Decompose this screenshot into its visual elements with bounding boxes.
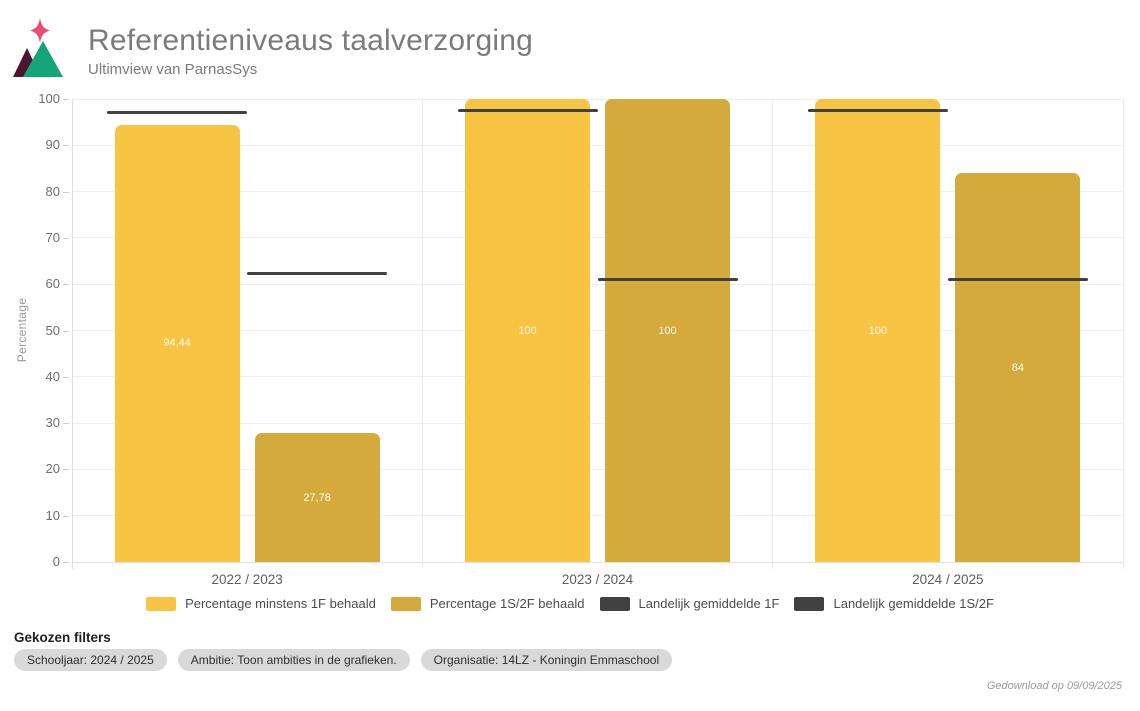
legend-item[interactable]: Percentage minstens 1F behaald [146,596,376,611]
y-tick-icon [63,284,69,286]
national-average-line [457,109,598,113]
parnassys-logo-icon [13,18,63,77]
y-tick-icon [63,237,69,239]
y-tick-label: 40 [45,368,60,384]
national-average-line [597,278,738,282]
y-gridline [72,237,1123,239]
y-tick-label: 100 [38,91,60,106]
legend-swatch-icon [390,596,421,611]
y-tick-label: 90 [45,137,60,153]
bar[interactable] [605,99,730,562]
y-gridline [72,468,1123,470]
y-gridline [72,515,1123,517]
bar[interactable] [815,99,941,562]
bar[interactable] [114,124,240,562]
bar-value-label: 100 [868,324,887,337]
y-tick-label: 20 [45,461,60,477]
page-subtitle: Ultimview van ParnasSys [88,61,258,78]
legend-label: Landelijk gemiddelde 1F [638,596,780,611]
y-gridline [72,191,1123,193]
filter-chip-schooljaar[interactable]: Schooljaar: 2024 / 2025 [14,649,167,671]
filter-chip-ambitie[interactable]: Ambitie: Toon ambities in de grafieken. [177,649,410,671]
y-tick-label: 0 [52,554,60,569]
y-tick-icon [63,469,69,471]
legend-label: Percentage minstens 1F behaald [185,596,376,611]
national-average-line [947,278,1088,282]
y-tick-icon [63,191,69,193]
bar-value-label: 100 [658,324,677,337]
y-tick-icon [63,562,69,563]
logo-star-shape [30,18,50,43]
bar[interactable] [254,433,380,562]
y-gridline [72,376,1123,378]
y-axis-line [71,99,73,569]
y-gridline [72,98,1123,100]
national-average-line [247,272,388,276]
y-tick-icon [63,423,69,425]
legend-item[interactable]: Percentage 1S/2F behaald [390,596,585,611]
x-gridline [1122,99,1124,569]
page-title: Referentieniveaus taalverzorging [88,24,533,57]
bar-value-label: 84 [1011,361,1024,374]
legend-item[interactable]: Landelijk gemiddelde 1S/2F [794,596,994,611]
filter-chip-list: Schooljaar: 2024 / 2025 Ambitie: Toon am… [14,649,673,671]
y-tick-label: 80 [45,183,60,199]
y-gridline [72,561,1123,563]
legend-swatch-icon [599,596,630,611]
y-axis-title: Percentage [15,297,29,363]
y-tick-label: 30 [45,415,60,431]
bar-value-label: 27,78 [303,491,331,504]
x-category-label: 2023 / 2024 [561,572,634,587]
x-gridline [421,99,423,569]
bar[interactable] [955,173,1081,562]
y-gridline [72,144,1123,146]
filter-chip-organisatie[interactable]: Organisatie: 14LZ - Koningin Emmaschool [420,649,673,671]
x-gridline [772,99,774,569]
y-gridline [72,283,1123,285]
download-timestamp: Gedownload op 09/09/2025 [986,680,1122,692]
y-tick-icon [63,376,69,378]
bar-value-label: 100 [518,324,537,337]
y-tick-icon [63,145,69,147]
bar[interactable] [465,99,590,562]
bar-value-label: 94,44 [163,337,191,350]
x-category-label: 2024 / 2025 [912,572,984,587]
legend-item[interactable]: Landelijk gemiddelde 1F [599,596,780,611]
y-tick-label: 60 [45,276,60,292]
y-gridline [72,422,1123,424]
y-tick-icon [63,515,69,517]
y-tick-label: 70 [45,229,60,245]
chart-legend: Percentage minstens 1F behaald Percentage… [0,596,1140,611]
logo-green-mountain-shape [23,41,63,77]
x-category-label: 2022 / 2023 [211,572,283,587]
y-tick-label: 50 [45,322,60,338]
legend-label: Percentage 1S/2F behaald [429,596,585,611]
y-gridline [72,330,1123,331]
y-tick-icon [63,330,69,332]
legend-swatch-icon [146,596,177,611]
legend-label: Landelijk gemiddelde 1S/2F [833,596,994,611]
national-average-line [807,109,948,113]
y-tick-label: 10 [45,507,60,523]
y-tick-icon [63,99,69,100]
national-average-line [107,111,248,115]
chosen-filters-heading: Gekozen filters [14,630,111,645]
legend-swatch-icon [794,596,825,611]
